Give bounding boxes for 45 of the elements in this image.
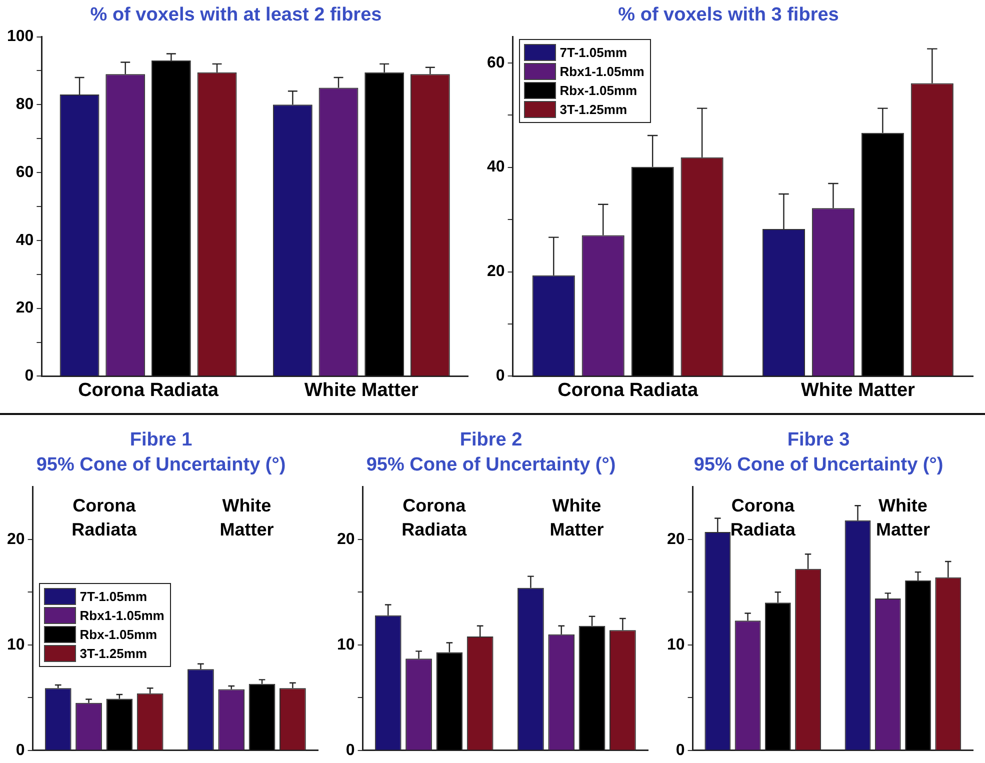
legend-label: Rbx-1.05mm (560, 82, 638, 98)
annotation: White Matter (220, 496, 274, 540)
y-tick-label: 80 (16, 96, 34, 114)
y-tick-label: 0 (676, 742, 685, 759)
x-tick-label: White Matter (304, 380, 420, 401)
y-tick-label: 40 (16, 232, 34, 249)
y-tick-label: 20 (7, 530, 25, 548)
x-tick-label: White Matter (800, 380, 916, 401)
y-tick-label: 60 (16, 164, 34, 181)
chart-title: % of voxels with at least 2 fibres (90, 4, 382, 26)
legend-label: Rbx1-1.05mm (560, 64, 644, 79)
y-tick-label: 0 (16, 742, 25, 759)
y-tick-label: 100 (6, 28, 34, 46)
chart-title: % of voxels with 3 fibres (618, 4, 839, 26)
annotation: Corona Radiata (402, 496, 468, 540)
y-tick-label: 0 (24, 368, 34, 385)
legend-label: 3T-1.25mm (560, 102, 627, 117)
y-tick-label: 0 (346, 742, 355, 759)
chart-title: Fibre 1 (130, 430, 193, 451)
chart-title: Fibre 2 (460, 430, 522, 451)
legend-label: 7T-1.05mm (560, 44, 627, 60)
y-tick-label: 20 (16, 300, 34, 317)
x-tick-label: Corona Radiata (558, 380, 698, 401)
legend-label: Rbx-1.05mm (80, 626, 158, 642)
y-tick-label: 10 (7, 636, 25, 654)
chart-title: Fibre 3 (787, 430, 850, 451)
y-tick-label: 20 (487, 263, 505, 280)
chart-subtitle: 95% Cone of Uncertainty (°) (36, 454, 286, 476)
annotation: Corona Radiata (72, 496, 138, 540)
annotation: Corona Radiata (730, 496, 796, 540)
y-tick-label: 0 (496, 368, 505, 385)
annotation: White Matter (876, 496, 930, 540)
y-tick-label: 10 (667, 636, 685, 654)
annotation: White Matter (550, 496, 604, 540)
y-tick-label: 40 (487, 158, 505, 176)
y-tick-label: 60 (487, 54, 505, 72)
legend-label: 7T-1.05mm (80, 588, 147, 604)
legend-label: Rbx1-1.05mm (80, 608, 164, 622)
legend-label: 3T-1.25mm (80, 646, 147, 660)
chart-subtitle: 95% Cone of Uncertainty (°) (694, 454, 944, 476)
y-tick-label: 10 (337, 636, 355, 654)
y-tick-label: 20 (667, 530, 685, 548)
y-tick-label: 20 (337, 530, 355, 548)
chart-subtitle: 95% Cone of Uncertainty (°) (366, 454, 616, 476)
x-tick-label: Corona Radiata (78, 380, 219, 401)
